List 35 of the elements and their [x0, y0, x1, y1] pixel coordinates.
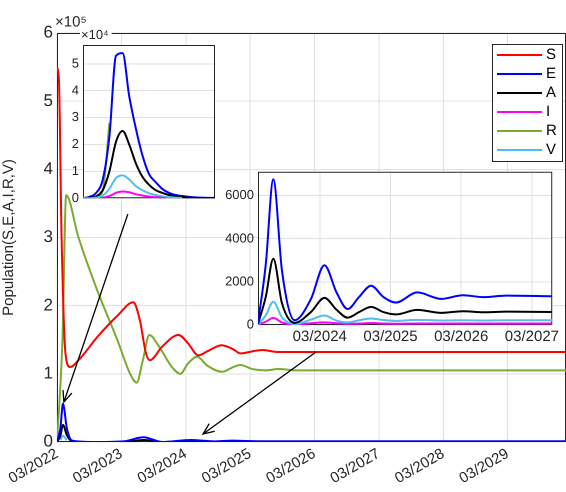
y-tick-label: 1 [72, 162, 79, 178]
line-series [258, 300, 552, 325]
y-tick-label: 1 [44, 364, 53, 383]
y-tick-label: 4 [44, 159, 53, 178]
y-tick-label: 5 [44, 90, 53, 110]
legend-label: V [546, 141, 556, 158]
x-tick-label: 03/2026 [434, 328, 488, 346]
y-tick-label: 2 [44, 295, 53, 314]
line-series [258, 258, 552, 325]
line-series [57, 66, 566, 368]
legend-label: I [546, 103, 550, 120]
line-series [258, 316, 552, 325]
y-tick-label: 2 [72, 136, 79, 152]
y-tick-label: 2000 [225, 273, 254, 288]
y-tick-label: 6000 [225, 187, 254, 202]
y-axis-title: Population(S,E,A,I,R,V) [0, 159, 18, 316]
legend-label: S [546, 46, 556, 64]
x-tick-label: 03/2027 [504, 328, 560, 346]
x-tick-label: 03/2025 [363, 328, 418, 346]
annotation: ×10⁴ [81, 27, 109, 42]
y-tick-label: 5 [72, 55, 79, 70]
y-tick-label: 3 [72, 109, 79, 124]
y-tick-label: 0 [246, 316, 254, 332]
line-series [102, 190, 164, 198]
y-tick-label: 0 [72, 190, 79, 205]
y-tick-label: 4000 [225, 230, 254, 246]
y-tick-label: 3 [44, 227, 53, 246]
y-tick-label: 4 [72, 82, 79, 98]
legend-label: R [546, 122, 557, 140]
line-series [83, 174, 183, 198]
legend-label: A [546, 84, 556, 102]
legend-label: E [546, 65, 556, 82]
x-tick-label: 03/2024 [292, 328, 347, 346]
y-tick-label: 6 [44, 22, 53, 42]
line-series [258, 178, 552, 324]
